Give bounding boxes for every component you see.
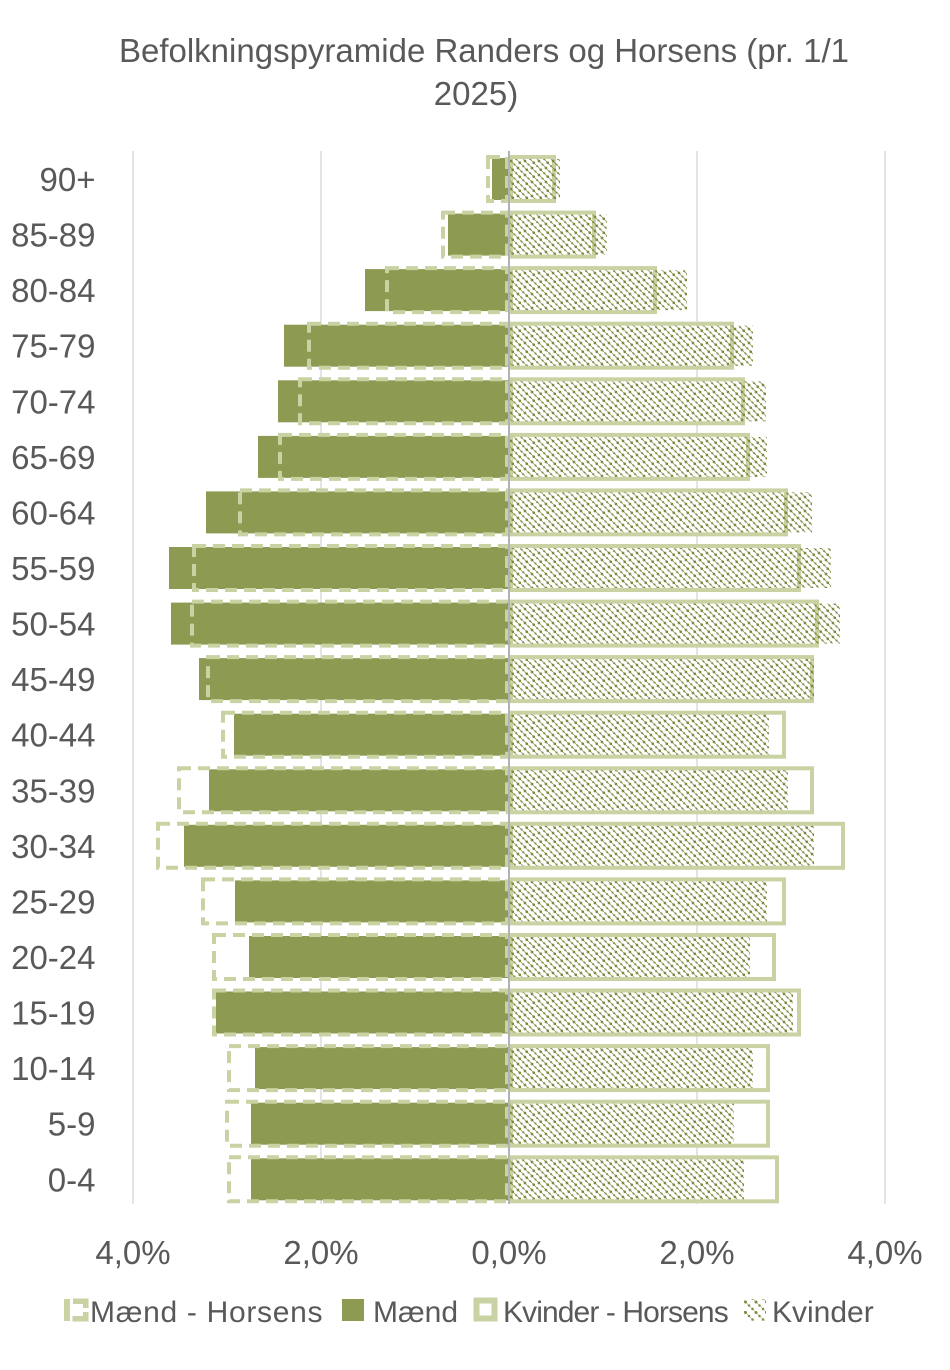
- svg-text:2025): 2025): [434, 75, 518, 112]
- svg-text:90+: 90+: [40, 161, 96, 198]
- svg-text:Kvinder: Kvinder: [772, 1296, 874, 1329]
- svg-text:10-14: 10-14: [11, 1050, 95, 1087]
- svg-text:30-34: 30-34: [11, 828, 95, 865]
- svg-text:0,0%: 0,0%: [471, 1234, 546, 1271]
- svg-text:65-69: 65-69: [11, 439, 95, 476]
- svg-text:4,0%: 4,0%: [95, 1234, 170, 1271]
- svg-text:20-24: 20-24: [11, 939, 95, 976]
- svg-text:60-64: 60-64: [11, 494, 95, 531]
- svg-text:Befolkningspyramide Randers og: Befolkningspyramide Randers og Horsens (…: [119, 32, 849, 69]
- svg-text:2,0%: 2,0%: [659, 1234, 734, 1271]
- svg-text:40-44: 40-44: [11, 717, 95, 754]
- svg-text:0-4: 0-4: [48, 1161, 96, 1198]
- svg-text:Kvinder - Horsens: Kvinder - Horsens: [503, 1296, 728, 1329]
- svg-text:15-19: 15-19: [11, 995, 95, 1032]
- svg-text:35-39: 35-39: [11, 772, 95, 809]
- svg-text:55-59: 55-59: [11, 550, 95, 587]
- svg-text:75-79: 75-79: [11, 328, 95, 365]
- svg-text:2,0%: 2,0%: [283, 1234, 358, 1271]
- svg-text:85-89: 85-89: [11, 217, 95, 254]
- svg-text:70-74: 70-74: [11, 383, 95, 420]
- svg-text:45-49: 45-49: [11, 661, 95, 698]
- svg-text:5-9: 5-9: [48, 1106, 96, 1143]
- svg-text:Mænd - Horsens: Mænd - Horsens: [90, 1296, 323, 1329]
- svg-text:4,0%: 4,0%: [847, 1234, 922, 1271]
- svg-text:Mænd: Mænd: [373, 1296, 458, 1329]
- svg-text:25-29: 25-29: [11, 883, 95, 920]
- svg-text:50-54: 50-54: [11, 606, 95, 643]
- svg-text:80-84: 80-84: [11, 272, 95, 309]
